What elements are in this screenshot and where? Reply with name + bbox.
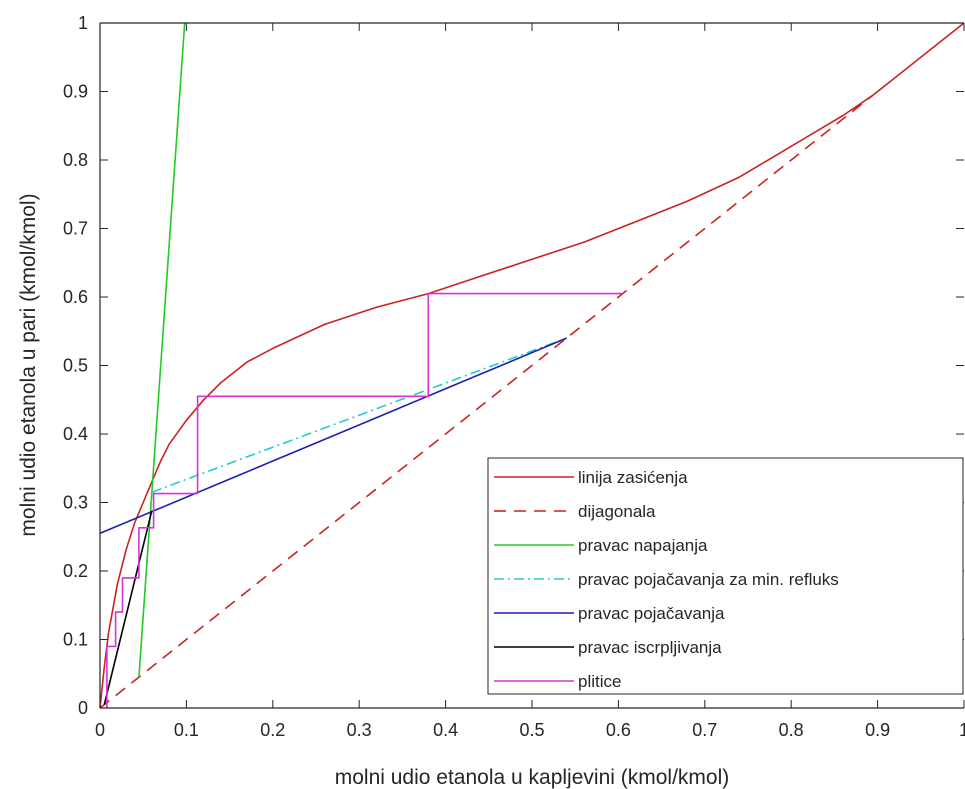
y-tick-label: 0.3 <box>63 493 88 513</box>
y-tick-label: 0.2 <box>63 561 88 581</box>
x-tick-label: 0.4 <box>433 720 458 740</box>
legend-label-6: plitice <box>578 672 621 691</box>
series-line-3 <box>151 337 567 493</box>
series-line-4 <box>99 337 567 535</box>
y-tick-label: 0.8 <box>63 150 88 170</box>
legend-items: linija zasićenja dijagonala pravac napajan… <box>494 468 839 691</box>
y-tick-label: 1 <box>78 13 88 33</box>
x-axis-label: molni udio etanola u kapljevini (kmol/km… <box>335 766 730 789</box>
series-layer <box>99 22 965 709</box>
y-tick-label: 0.4 <box>63 424 88 444</box>
x-tick-label: 0.3 <box>347 720 372 740</box>
y-axis-label: molni udio etanola u pari (kmol/kmol) <box>17 193 40 536</box>
x-tick-label: 0.7 <box>692 720 717 740</box>
x-tick-label: 0.2 <box>260 720 285 740</box>
y-tick-label: 0.6 <box>63 287 88 307</box>
ticks-layer: 0 0.1 0.2 0.3 0.4 0.5 0.6 0.7 0.8 0.9 1 0 0.1 0.2 0.3 0… <box>63 13 965 740</box>
series-line-6 <box>106 292 623 708</box>
x-tick-label: 0.9 <box>865 720 890 740</box>
y-tick-label: 0 <box>78 698 88 718</box>
legend-box <box>487 457 964 695</box>
legend-label-4: pravac pojačavanja <box>578 604 725 623</box>
y-tick-label: 0.9 <box>63 82 88 102</box>
series-line-1 <box>99 94 873 709</box>
x-tick-label: 1 <box>959 720 965 740</box>
legend: linija zasićenja dijagonala pravac napajan… <box>487 457 964 695</box>
y-tick-label: 0.1 <box>63 630 88 650</box>
y-tick-label: 0.7 <box>63 219 88 239</box>
legend-label-3: pravac pojačavanja za min. refluks <box>578 570 839 589</box>
x-tick-label: 0.6 <box>606 720 631 740</box>
x-tick-label: 0.5 <box>519 720 544 740</box>
legend-label-1: dijagonala <box>578 502 656 521</box>
x-tick-label: 0.8 <box>779 720 804 740</box>
x-tick-label: 0 <box>95 720 105 740</box>
series-line-2 <box>138 22 186 678</box>
series-line-0 <box>99 22 965 709</box>
series-line-5 <box>103 510 153 705</box>
x-tick-label: 0.1 <box>174 720 199 740</box>
legend-label-2: pravac napajanja <box>578 536 708 555</box>
legend-label-0: linija zasićenja <box>578 468 688 487</box>
legend-label-5: pravac iscrpljivanja <box>578 638 722 657</box>
y-tick-label: 0.5 <box>63 356 88 376</box>
